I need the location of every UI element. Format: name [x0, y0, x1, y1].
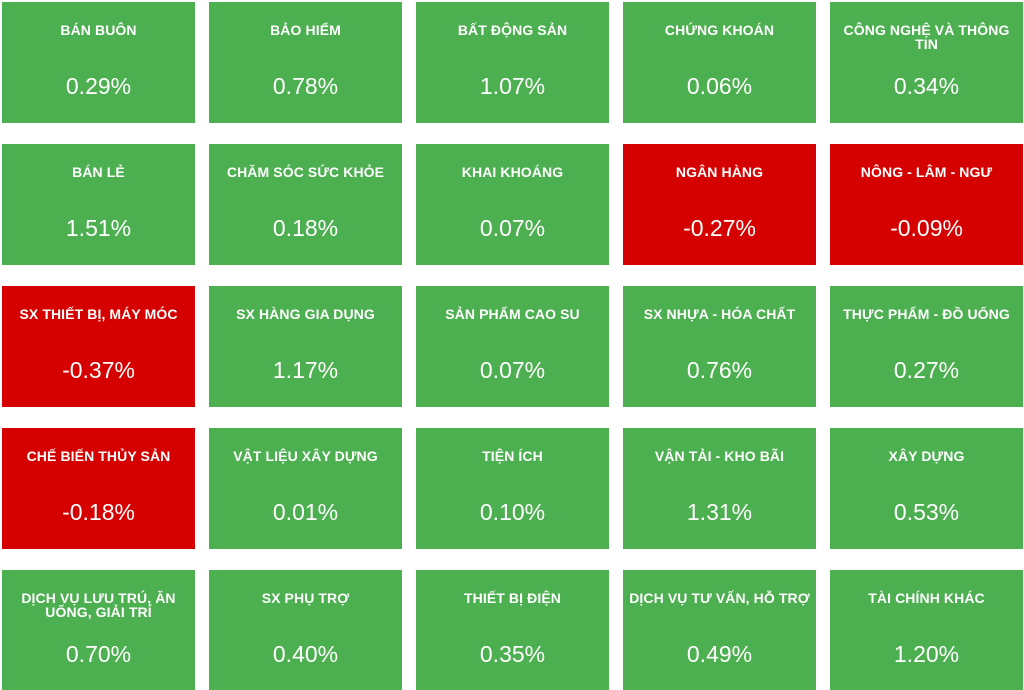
- sector-tile[interactable]: BẢO HIỂM 0.78%: [209, 2, 402, 123]
- sector-change-value: 1.20%: [893, 641, 960, 667]
- sector-name: NÔNG - LÂM - NGƯ: [860, 164, 993, 180]
- sector-change-value: 0.49%: [686, 641, 753, 667]
- sector-name: BÁN LẺ: [72, 164, 125, 180]
- sector-tile[interactable]: VẬN TẢI - KHO BÃI 1.31%: [623, 428, 816, 549]
- sector-name: NGÂN HÀNG: [675, 164, 764, 180]
- sector-name: DỊCH VỤ LƯU TRÚ, ĂN UỐNG, GIẢI TRÍ: [21, 590, 176, 620]
- sector-name: SX HÀNG GIA DỤNG: [236, 306, 375, 322]
- sector-name: VẬT LIỆU XÂY DỰNG: [233, 448, 378, 464]
- sector-change-value: 0.53%: [893, 499, 960, 525]
- sector-tile[interactable]: THỰC PHẨM - ĐỒ UỐNG 0.27%: [830, 286, 1023, 407]
- sector-change-value: 0.01%: [272, 499, 339, 525]
- sector-name: CHẾ BIẾN THỦY SẢN: [26, 448, 171, 464]
- sector-tile[interactable]: SX THIẾT BỊ, MÁY MÓC -0.37%: [2, 286, 195, 407]
- sector-change-value: 0.10%: [479, 499, 546, 525]
- sector-name: BÁN BUÔN: [60, 22, 137, 38]
- sector-name: THIẾT BỊ ĐIỆN: [464, 590, 561, 606]
- sector-tile[interactable]: THIẾT BỊ ĐIỆN 0.35%: [416, 570, 609, 690]
- sector-name: CÔNG NGHỆ VÀ THÔNG TIN: [843, 22, 1010, 52]
- sector-name: XÂY DỰNG: [888, 448, 965, 464]
- sector-tile[interactable]: DỊCH VỤ LƯU TRÚ, ĂN UỐNG, GIẢI TRÍ 0.70%: [2, 570, 195, 690]
- sector-change-value: 0.70%: [65, 641, 132, 667]
- sector-tile[interactable]: SX PHỤ TRỢ 0.40%: [209, 570, 402, 690]
- sector-change-value: 0.29%: [65, 73, 132, 99]
- sector-tile[interactable]: DỊCH VỤ TƯ VẤN, HỖ TRỢ 0.49%: [623, 570, 816, 690]
- sector-change-value: 1.51%: [65, 215, 132, 241]
- sector-change-value: 0.35%: [479, 641, 546, 667]
- sector-tile[interactable]: NGÂN HÀNG -0.27%: [623, 144, 816, 265]
- sector-name: CHỨNG KHOÁN: [664, 22, 775, 38]
- sector-name: SẢN PHẨM CAO SU: [445, 306, 580, 322]
- sector-tile[interactable]: TIỆN ÍCH 0.10%: [416, 428, 609, 549]
- sector-change-value: 0.40%: [272, 641, 339, 667]
- sector-tile[interactable]: TÀI CHÍNH KHÁC 1.20%: [830, 570, 1023, 690]
- sector-change-value: -0.09%: [890, 215, 963, 241]
- sector-change-value: 0.07%: [479, 357, 546, 383]
- sector-tile[interactable]: BẤT ĐỘNG SẢN 1.07%: [416, 2, 609, 123]
- sector-name: TÀI CHÍNH KHÁC: [868, 590, 985, 606]
- sector-tile[interactable]: CÔNG NGHỆ VÀ THÔNG TIN 0.34%: [830, 2, 1023, 123]
- sector-name: BẤT ĐỘNG SẢN: [457, 22, 568, 38]
- sector-change-value: 1.07%: [479, 73, 546, 99]
- sector-change-value: 1.31%: [686, 499, 753, 525]
- sector-change-value: 0.78%: [272, 73, 339, 99]
- sector-name: VẬN TẢI - KHO BÃI: [654, 448, 785, 464]
- sector-name: TIỆN ÍCH: [482, 448, 543, 464]
- sector-tile[interactable]: KHAI KHOÁNG 0.07%: [416, 144, 609, 265]
- sector-change-value: 0.27%: [893, 357, 960, 383]
- sector-tile[interactable]: CHỨNG KHOÁN 0.06%: [623, 2, 816, 123]
- sector-name: CHĂM SÓC SỨC KHỎE: [226, 164, 385, 180]
- sector-name: KHAI KHOÁNG: [461, 164, 564, 180]
- sector-tile[interactable]: BÁN BUÔN 0.29%: [2, 2, 195, 123]
- sector-name: SX THIẾT BỊ, MÁY MÓC: [19, 306, 178, 322]
- sector-tile[interactable]: CHĂM SÓC SỨC KHỎE 0.18%: [209, 144, 402, 265]
- sector-change-value: -0.37%: [62, 357, 135, 383]
- sector-name: BẢO HIỂM: [270, 22, 341, 38]
- sector-name: THỰC PHẨM - ĐỒ UỐNG: [843, 306, 1010, 322]
- sector-change-value: 1.17%: [272, 357, 339, 383]
- sector-tile[interactable]: CHẾ BIẾN THỦY SẢN -0.18%: [2, 428, 195, 549]
- sector-name: SX NHỰA - HÓA CHẤT: [643, 306, 796, 322]
- sector-change-value: -0.18%: [62, 499, 135, 525]
- sector-change-value: 0.18%: [272, 215, 339, 241]
- sector-change-value: 0.34%: [893, 73, 960, 99]
- sector-name: DỊCH VỤ TƯ VẤN, HỖ TRỢ: [629, 590, 810, 606]
- sector-change-value: 0.06%: [686, 73, 753, 99]
- sector-tile[interactable]: SX NHỰA - HÓA CHẤT 0.76%: [623, 286, 816, 407]
- sector-tile[interactable]: SẢN PHẨM CAO SU 0.07%: [416, 286, 609, 407]
- sector-tile[interactable]: VẬT LIỆU XÂY DỰNG 0.01%: [209, 428, 402, 549]
- sector-tile[interactable]: XÂY DỰNG 0.53%: [830, 428, 1023, 549]
- sector-tile[interactable]: BÁN LẺ 1.51%: [2, 144, 195, 265]
- sector-tile[interactable]: NÔNG - LÂM - NGƯ -0.09%: [830, 144, 1023, 265]
- sector-change-value: -0.27%: [683, 215, 756, 241]
- sector-tile[interactable]: SX HÀNG GIA DỤNG 1.17%: [209, 286, 402, 407]
- sector-change-value: 0.07%: [479, 215, 546, 241]
- sector-name: SX PHỤ TRỢ: [261, 590, 350, 606]
- sector-change-value: 0.76%: [686, 357, 753, 383]
